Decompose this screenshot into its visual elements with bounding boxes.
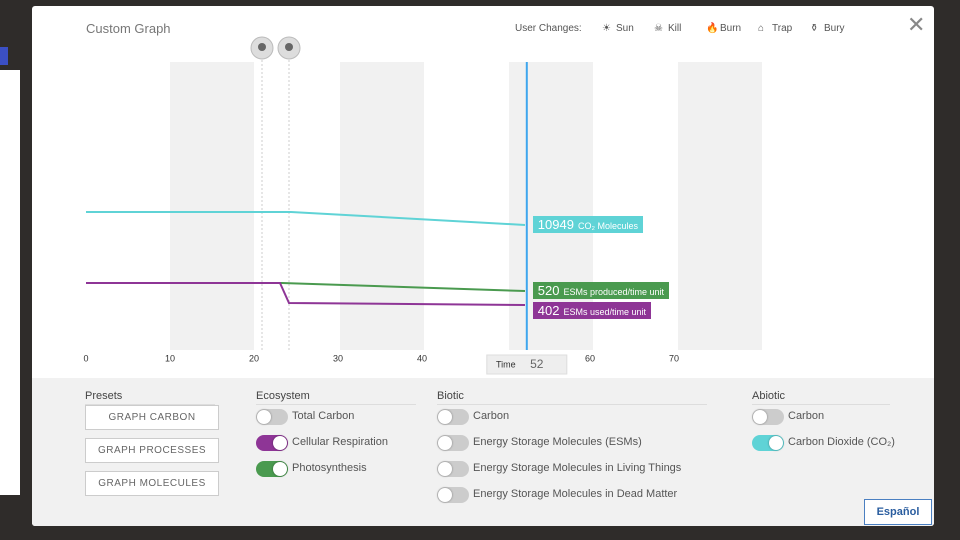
close-button[interactable]: ✕	[907, 12, 926, 37]
user-changes-label: User Changes:	[515, 23, 582, 34]
toggle-label: Energy Storage Molecules in Dead Matter	[473, 488, 678, 500]
controls-panel: Presets GRAPH CARBON GRAPH PROCESSES GRAPH …	[32, 378, 934, 526]
time-value: 52	[530, 357, 544, 371]
toggle-label: Energy Storage Molecules (ESMs)	[473, 436, 642, 448]
legend-icon: 🔥	[706, 23, 719, 34]
preset-button[interactable]: GRAPH CARBON	[85, 405, 219, 430]
readout: 10949 CO₂ Molecules	[532, 216, 643, 233]
toggle[interactable]	[752, 409, 784, 425]
esm-produced-line	[86, 282, 526, 292]
toggle[interactable]	[437, 435, 469, 451]
legend-icon: ☠	[654, 23, 663, 34]
toggle-label: Cellular Respiration	[292, 436, 388, 448]
toggle[interactable]	[437, 409, 469, 425]
biotic-header: Biotic	[437, 390, 707, 405]
x-tick-label: 10	[165, 353, 175, 363]
preset-button[interactable]: GRAPH PROCESSES	[85, 438, 219, 463]
toggle-label: Carbon Dioxide (CO₂)	[788, 436, 895, 448]
readout-value: 10949	[537, 217, 574, 232]
readout: 402 ESMs used/time unit	[532, 302, 652, 319]
readout-label: CO₂ Molecules	[577, 221, 638, 231]
graph-title: Custom Graph	[86, 21, 171, 36]
readout-label: ESMs used/time unit	[563, 307, 647, 317]
ecosystem-header: Ecosystem	[256, 390, 416, 405]
toggle-knob	[273, 462, 287, 476]
background-panel	[0, 70, 20, 495]
kill-marker[interactable]	[250, 36, 274, 60]
background-tab	[0, 47, 8, 65]
toggle-knob	[273, 436, 287, 450]
toggle-label: Photosynthesis	[292, 462, 367, 474]
legend-label: Trap	[772, 23, 793, 34]
toggle-label: Carbon	[788, 410, 825, 422]
preset-button[interactable]: GRAPH MOLECULES	[85, 471, 219, 496]
toggle-knob	[438, 488, 452, 502]
x-tick-label: 20	[249, 353, 259, 363]
toggle-knob	[257, 410, 271, 424]
toggle-label: Carbon	[473, 410, 510, 422]
co2-line	[86, 211, 526, 226]
x-tick-label: 70	[669, 353, 679, 363]
legend-label: Burn	[720, 23, 742, 34]
readout-label: ESMs produced/time unit	[563, 287, 665, 297]
readout-value: 520	[537, 283, 560, 298]
legend-label: Sun	[616, 23, 634, 34]
legend-label: Bury	[824, 23, 845, 34]
abiotic-header: Abiotic	[752, 390, 890, 405]
readout-value: 402	[537, 303, 560, 318]
language-button[interactable]: Español	[864, 499, 932, 525]
x-tick-label: 40	[417, 353, 427, 363]
time-label: Time	[496, 359, 516, 369]
toggle[interactable]	[256, 409, 288, 425]
time-box	[486, 354, 568, 375]
x-tick-label: 30	[333, 353, 343, 363]
toggle-label: Energy Storage Molecules in Living Thing…	[473, 462, 682, 474]
esm-used-line	[86, 282, 526, 306]
legend-icon: ⚱	[810, 23, 819, 34]
toggle[interactable]	[437, 487, 469, 503]
x-tick-label: 60	[585, 353, 595, 363]
toggle-knob	[438, 462, 452, 476]
toggle[interactable]	[752, 435, 784, 451]
toggle[interactable]	[256, 435, 288, 451]
legend-icon: ☀	[602, 23, 611, 34]
kill-marker[interactable]	[277, 36, 301, 60]
legend-icon: ⌂	[758, 23, 765, 34]
modal: Custom Graph User Changes: ☀ Sun ☠ Kill 🔥 Bur…	[32, 6, 934, 526]
toggle-knob	[769, 436, 783, 450]
toggle-knob	[438, 436, 452, 450]
readout: 520 ESMs produced/time unit	[532, 282, 670, 299]
toggle-label: Total Carbon	[292, 410, 355, 422]
x-tick-label: 0	[83, 353, 88, 363]
legend-label: Kill	[668, 23, 682, 34]
toggle[interactable]	[256, 461, 288, 477]
toggle-knob	[753, 410, 767, 424]
presets-header: Presets	[85, 390, 215, 405]
toggle[interactable]	[437, 461, 469, 477]
graph: 0 10 20 30 40 60 70 Time 52	[83, 36, 762, 375]
toggle-knob	[438, 410, 452, 424]
